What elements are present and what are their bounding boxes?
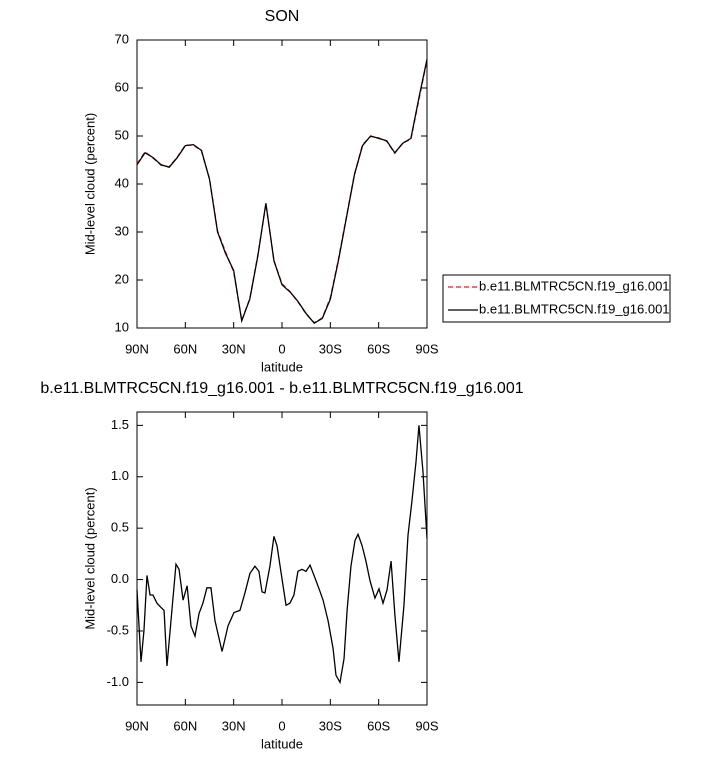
- data-line: [136, 59, 428, 325]
- y-tick-label: 40: [115, 175, 129, 190]
- y-tick-label: -1.0: [107, 674, 129, 689]
- x-tick-label: 90N: [125, 341, 149, 356]
- x-tick-label: 60N: [173, 718, 197, 733]
- x-tick-label: 30S: [319, 718, 342, 733]
- x-axis-label: latitude: [261, 736, 303, 751]
- y-tick-label: 20: [115, 271, 129, 286]
- x-axis-label: latitude: [261, 359, 303, 374]
- x-tick-label: 0: [278, 718, 285, 733]
- y-tick-label: 0.0: [111, 571, 129, 586]
- x-tick-label: 60S: [367, 341, 390, 356]
- x-tick-label: 90S: [415, 718, 438, 733]
- legend-label: b.e11.BLMTRC5CN.f19_g16.001: [479, 301, 670, 316]
- x-tick-label: 90N: [125, 718, 149, 733]
- chart-title: SON: [265, 8, 300, 25]
- y-tick-label: 50: [115, 127, 129, 142]
- y-tick-label: 70: [115, 31, 129, 46]
- x-tick-label: 60N: [173, 341, 197, 356]
- x-tick-label: 0: [278, 341, 285, 356]
- y-tick-label: 60: [115, 79, 129, 94]
- legend-box: [442, 274, 671, 323]
- x-tick-label: 90S: [415, 341, 438, 356]
- x-tick-label: 30N: [222, 341, 246, 356]
- y-tick-label: 1.5: [111, 417, 129, 432]
- y-tick-label: 0.5: [111, 520, 129, 535]
- x-tick-label: 60S: [367, 718, 390, 733]
- y-tick-label: 1.0: [111, 468, 129, 483]
- y-tick-label: -0.5: [107, 622, 129, 637]
- chart-title: b.e11.BLMTRC5CN.f19_g16.001 - b.e11.BLMT…: [40, 380, 523, 397]
- y-axis-label: Mid-level cloud (percent): [82, 487, 97, 629]
- data-line: [136, 425, 428, 685]
- y-tick-label: 30: [115, 223, 129, 238]
- plot-frame: [136, 411, 428, 706]
- x-tick-label: 30N: [222, 718, 246, 733]
- y-tick-label: 10: [115, 319, 129, 334]
- legend-label: b.e11.BLMTRC5CN.f19_g16.001: [479, 278, 670, 293]
- y-axis-label: Mid-level cloud (percent): [82, 113, 97, 255]
- plot-frame: [136, 39, 428, 329]
- x-tick-label: 30S: [319, 341, 342, 356]
